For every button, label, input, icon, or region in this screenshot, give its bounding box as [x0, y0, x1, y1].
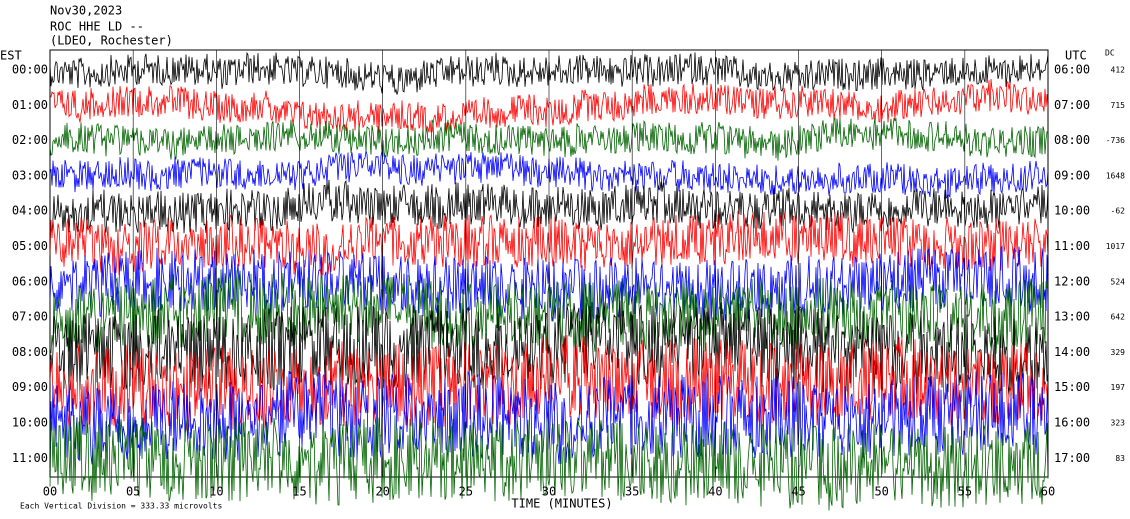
est-label: 09:00: [12, 380, 48, 394]
dc-value: 524: [1111, 277, 1126, 286]
utc-label: 12:00: [1054, 274, 1090, 288]
x-tick-label: 50: [874, 485, 888, 499]
utc-label: 16:00: [1054, 416, 1090, 430]
x-tick-label: 05: [126, 485, 140, 499]
est-label: 03:00: [12, 168, 48, 182]
x-tick-label: 30: [542, 485, 556, 499]
utc-label: 08:00: [1054, 133, 1090, 147]
est-label: 00:00: [12, 63, 48, 77]
x-tick-label: 15: [292, 485, 306, 499]
x-tick-label: 00: [43, 485, 57, 499]
left-axis-label: EST: [0, 49, 22, 63]
est-label: 11:00: [12, 451, 48, 465]
est-label: 01:00: [12, 98, 48, 112]
right-axis-label: UTC: [1065, 49, 1087, 63]
x-tick-label: 35: [625, 485, 639, 499]
utc-label: 11:00: [1054, 239, 1090, 253]
dc-value: 642: [1111, 313, 1126, 322]
utc-label: 13:00: [1054, 310, 1090, 324]
x-tick-label: 40: [708, 485, 722, 499]
utc-label: 15:00: [1054, 380, 1090, 394]
est-label: 06:00: [12, 274, 48, 288]
x-tick-label: 55: [958, 485, 972, 499]
x-tick-label: 60: [1041, 485, 1055, 499]
dc-value: 412: [1111, 66, 1126, 75]
dc-value: 1017: [1106, 242, 1125, 251]
dc-value: -736: [1106, 136, 1125, 145]
utc-label: 07:00: [1054, 98, 1090, 112]
dc-value: 1648: [1106, 171, 1125, 180]
x-tick-label: 25: [459, 485, 473, 499]
x-tick-label: 20: [375, 485, 389, 499]
utc-label: 06:00: [1054, 63, 1090, 77]
utc-label: 14:00: [1054, 345, 1090, 359]
est-label: 04:00: [12, 204, 48, 218]
utc-label: 09:00: [1054, 168, 1090, 182]
est-label: 05:00: [12, 239, 48, 253]
dc-value: 715: [1111, 101, 1126, 110]
est-label: 08:00: [12, 345, 48, 359]
x-tick-label: 45: [791, 485, 805, 499]
est-label: 10:00: [12, 416, 48, 430]
footnote: Each Vertical Division = 333.33 microvol…: [20, 502, 222, 511]
dc-value: 323: [1111, 419, 1126, 428]
utc-label: 17:00: [1054, 451, 1090, 465]
x-axis-label: TIME (MINUTES): [511, 497, 612, 511]
dc-label: DC: [1105, 49, 1115, 58]
title-line: ROC HHE LD --: [50, 20, 144, 34]
dc-value: 83: [1115, 454, 1125, 463]
x-tick-label: 10: [209, 485, 223, 499]
utc-label: 10:00: [1054, 204, 1090, 218]
dc-value: 197: [1111, 383, 1126, 392]
est-label: 07:00: [12, 310, 48, 324]
title-line: (LDEO, Rochester): [50, 34, 173, 48]
est-label: 02:00: [12, 133, 48, 147]
title-line: Nov30,2023: [50, 4, 122, 18]
dc-value: 329: [1111, 348, 1126, 357]
dc-value: -62: [1111, 207, 1126, 216]
